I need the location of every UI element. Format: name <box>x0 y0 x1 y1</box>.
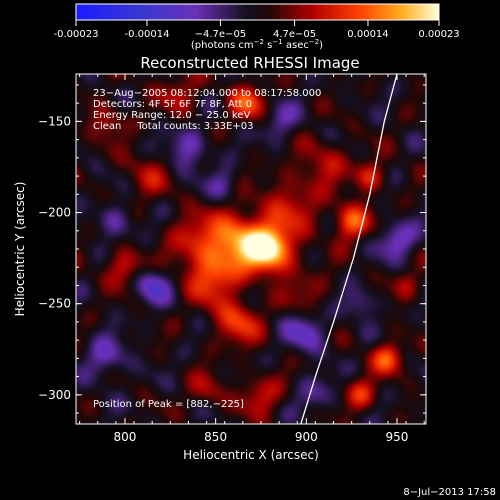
x-tick-label: 900 <box>295 430 318 444</box>
colorbar-tick-label: 0.00023 <box>418 29 459 40</box>
chart-title: Reconstructed RHESSI Image <box>140 54 359 72</box>
colorbar-tick-label: -0.00014 <box>125 29 170 40</box>
colorbar <box>75 3 440 21</box>
y-tick-label: −200 <box>38 206 71 220</box>
colorbar-tick-label: −4.7e−05 <box>195 29 247 40</box>
peak-position-label: Position of Peak = [882,−225] <box>93 399 244 410</box>
x-axis-ticks: 800 850 900 950 <box>79 74 425 444</box>
heatmap-image <box>76 74 426 424</box>
annotation-block: 23−Aug−2005 08:12:04.000 to 08:17:58.000… <box>93 88 321 132</box>
y-axis-ticks: −150 −200 −250 −300 <box>38 84 426 414</box>
x-tick-label: 800 <box>114 430 137 444</box>
y-tick-label: −300 <box>38 388 71 402</box>
x-tick-label: 950 <box>386 430 409 444</box>
annotation-time-range: 23−Aug−2005 08:12:04.000 to 08:17:58.000 <box>93 88 321 99</box>
x-tick-label: 850 <box>204 430 227 444</box>
annotation-detectors: Detectors: 4F 5F 6F 7F 8F, Att 0 <box>93 99 252 110</box>
y-tick-label: −250 <box>38 297 71 311</box>
colorbar-tick-label: -0.00023 <box>54 29 99 40</box>
y-axis-label: Heliocentric Y (arcsec) <box>13 182 27 317</box>
colorbar-tick-label: 0.00014 <box>347 29 388 40</box>
x-axis-label: Heliocentric X (arcsec) <box>183 448 319 462</box>
annotation-clean-counts: Clean Total counts: 3.33E+03 <box>93 121 253 132</box>
colorbar-unit-label: (photons cm−2 s−1 asec−2) <box>191 38 323 51</box>
annotation-energy-range: Energy Range: 12.0 − 25.0 keV <box>93 110 250 121</box>
colorbar-tick-label: 4.7e−05 <box>273 29 316 40</box>
y-tick-label: −150 <box>38 114 71 128</box>
footer-timestamp: 8−Jul−2013 17:58 <box>403 487 496 498</box>
solar-limb-curve <box>300 74 398 424</box>
colorbar-ticks: -0.00023 -0.00014 −4.7e−05 4.7e−05 0.00014 0.… <box>54 20 460 40</box>
